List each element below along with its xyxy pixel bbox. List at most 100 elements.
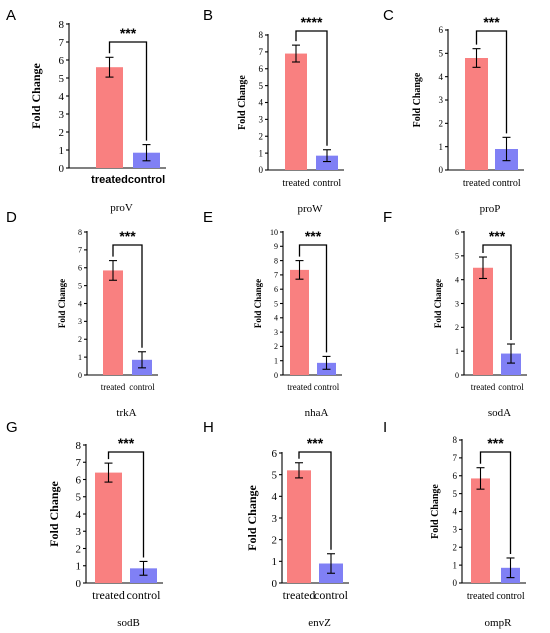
y-tick-label: 3 [59, 109, 65, 121]
y-axis-label: Fold Change [412, 72, 423, 127]
category-label-control: control [498, 382, 524, 392]
y-tick-label: 1 [453, 560, 458, 570]
significance-bracket [108, 41, 148, 141]
gene-label-trkA: trkA [116, 407, 136, 419]
y-tick-label: 6 [453, 471, 458, 481]
significance-bracket [475, 30, 508, 134]
y-tick-label: 1 [439, 142, 444, 152]
y-tick-label: 4 [78, 299, 82, 308]
y-tick-label: 5 [455, 252, 459, 261]
panel-letter-f: F [383, 209, 392, 226]
y-tick-label: 0 [453, 578, 458, 588]
bar-treated [96, 67, 123, 168]
y-tick-label: 5 [274, 299, 278, 308]
y-axis-label: Fold Change [29, 62, 43, 128]
panel-f: F 0 1 2 3 4 5 6 Fold Change treated control *** sodA [383, 209, 527, 419]
y-tick-label: 5 [453, 489, 458, 499]
y-tick-label: 4 [439, 72, 444, 82]
y-tick-label: 5 [59, 73, 65, 85]
y-axis-label: Fold Change [430, 484, 441, 539]
significance-label: *** [489, 228, 506, 244]
y-tick-label: 3 [76, 526, 82, 538]
category-label-control: control [314, 588, 349, 602]
panel-letter-d: D [6, 209, 17, 226]
y-tick-label: 0 [274, 371, 278, 380]
panel-letter-b: B [203, 7, 213, 24]
y-tick-label: 9 [274, 242, 278, 251]
panel-letter-c: C [383, 7, 394, 24]
category-label-control: control [313, 178, 342, 189]
panel-b: B 0 1 2 3 4 5 6 7 8 Fold Change treated control **** p… [203, 7, 344, 215]
significance-bracket [482, 244, 512, 341]
significance-label: *** [305, 228, 322, 244]
significance-label: *** [483, 14, 500, 30]
y-tick-label: 4 [274, 314, 278, 323]
y-tick-label: 7 [59, 37, 65, 49]
category-label-treated: treated [471, 382, 496, 392]
category-label-treated: treated [91, 174, 128, 186]
y-tick-label: 4 [59, 91, 65, 103]
y-tick-label: 8 [453, 435, 458, 445]
y-tick-label: 5 [439, 48, 444, 58]
significance-label: *** [307, 435, 324, 451]
panel-letter-h: H [203, 419, 214, 436]
category-label-treated: treated [463, 178, 490, 189]
panel-g: G 0 1 2 3 4 5 6 7 8 Fold Change treated control *** so… [6, 419, 163, 629]
y-tick-label: 7 [78, 246, 82, 255]
y-tick-label: 0 [59, 163, 65, 175]
gene-label-envZ: envZ [308, 617, 331, 629]
y-tick-label: 2 [76, 543, 82, 555]
y-tick-label: 3 [78, 317, 82, 326]
y-tick-label: 3 [439, 95, 444, 105]
significance-label: *** [119, 228, 136, 244]
y-tick-label: 0 [78, 371, 82, 380]
gene-label-proW: proW [297, 203, 323, 215]
y-tick-label: 4 [272, 491, 278, 503]
y-axis-label: Fold Change [433, 279, 443, 328]
y-tick-label: 2 [272, 535, 278, 547]
y-tick-label: 1 [272, 556, 278, 568]
category-label-control: control [128, 174, 165, 186]
significance-label: *** [120, 25, 137, 41]
bar-treated [473, 267, 493, 375]
y-tick-label: 5 [76, 492, 82, 504]
panel-i: I 0 1 2 3 4 5 6 7 8 Fold Change treated control *** om… [383, 419, 526, 629]
category-label-control: control [129, 382, 155, 392]
bar-treated [290, 269, 309, 375]
y-tick-label: 5 [259, 81, 264, 91]
y-tick-label: 2 [274, 342, 278, 351]
y-axis-label: Fold Change [57, 279, 67, 328]
y-tick-label: 8 [76, 440, 82, 452]
significance-label: *** [118, 435, 135, 451]
bar-treated [285, 53, 307, 170]
y-axis-label: Fold Change [237, 75, 248, 130]
y-tick-label: 6 [274, 285, 278, 294]
panel-letter-g: G [6, 419, 18, 436]
y-tick-label: 2 [78, 335, 82, 344]
panel-e: E 0 1 2 3 4 5 6 7 8 9 10 Fold Change treated control **… [203, 209, 342, 419]
category-label-treated: treated [92, 588, 125, 602]
y-tick-label: 2 [455, 323, 459, 332]
bar-treated [103, 270, 123, 375]
significance-label: *** [487, 435, 504, 451]
y-tick-label: 6 [59, 55, 65, 67]
category-label-control: control [314, 382, 340, 392]
bar-treated [465, 58, 488, 170]
y-tick-label: 4 [259, 98, 264, 108]
y-tick-label: 7 [274, 271, 278, 280]
y-tick-label: 3 [455, 299, 459, 308]
y-tick-label: 10 [270, 228, 278, 237]
significance-bracket [112, 244, 143, 348]
category-label-control: control [127, 588, 162, 602]
panel-letter-a: A [6, 7, 16, 24]
y-tick-label: 6 [259, 64, 264, 74]
y-tick-label: 8 [78, 228, 82, 237]
y-tick-label: 5 [272, 470, 278, 482]
category-label-control: control [496, 591, 525, 602]
bar-treated [95, 472, 122, 583]
y-axis-label: Fold Change [253, 279, 263, 328]
y-tick-label: 3 [274, 328, 278, 337]
y-tick-label: 6 [76, 474, 82, 486]
y-tick-label: 2 [453, 542, 458, 552]
